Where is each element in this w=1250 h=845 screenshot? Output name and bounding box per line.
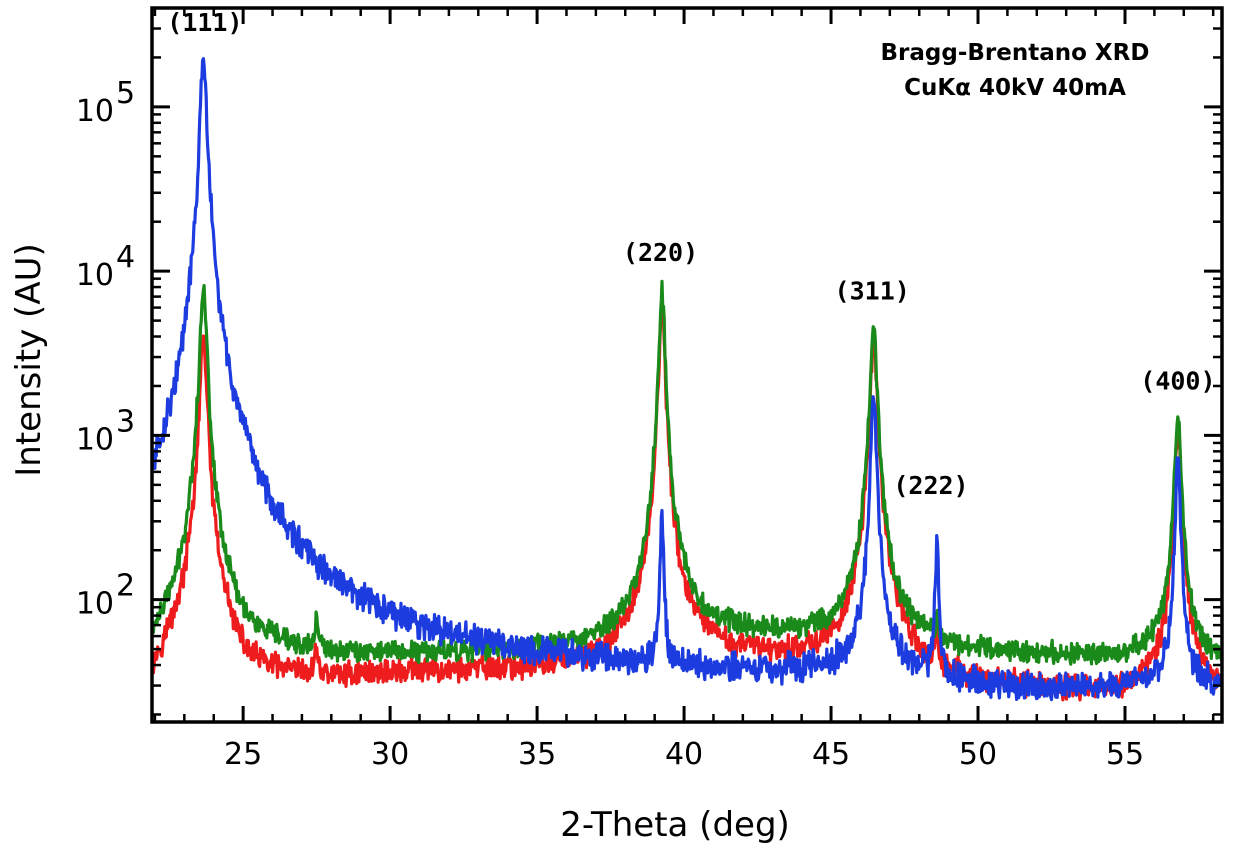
x-tick-label: 35 bbox=[518, 737, 556, 772]
y-axis-title: Intensity (AU) bbox=[9, 243, 49, 476]
x-axis-title: 2-Theta (deg) bbox=[560, 805, 790, 845]
y-tick-exponent: 4 bbox=[116, 240, 135, 275]
peak-label: (311) bbox=[835, 277, 910, 306]
y-tick-label: 10 bbox=[76, 587, 114, 622]
x-tick-label: 45 bbox=[812, 737, 850, 772]
y-tick-label: 10 bbox=[76, 94, 114, 129]
plot-frame bbox=[150, 6, 1224, 724]
annotation-layer: (111) (220) (311) (222) (400) bbox=[167, 8, 1215, 500]
x-tick-label: 50 bbox=[959, 737, 997, 772]
peak-label: (111) bbox=[167, 8, 242, 37]
y-tick-label: 10 bbox=[76, 422, 114, 457]
series-layer bbox=[150, 57, 1224, 702]
x-tick-label: 25 bbox=[224, 737, 262, 772]
y-tick-exponent: 5 bbox=[116, 76, 135, 111]
y-tick-exponent: 2 bbox=[116, 569, 135, 604]
y-tick-exponent: 3 bbox=[116, 404, 135, 439]
info-line-1: Bragg-Brentano XRD bbox=[881, 40, 1150, 66]
x-tick-label: 30 bbox=[371, 737, 409, 772]
info-line-2: CuKα 40kV 40mA bbox=[904, 75, 1126, 101]
peak-label: (400) bbox=[1140, 367, 1215, 396]
peak-label: (220) bbox=[623, 238, 698, 267]
peak-label: (222) bbox=[893, 471, 968, 500]
series-line-3 bbox=[150, 57, 1224, 702]
y-tick-label: 10 bbox=[76, 258, 114, 293]
x-tick-label: 40 bbox=[665, 737, 703, 772]
x-tick-label: 55 bbox=[1106, 737, 1144, 772]
series-line-2 bbox=[150, 279, 1224, 666]
